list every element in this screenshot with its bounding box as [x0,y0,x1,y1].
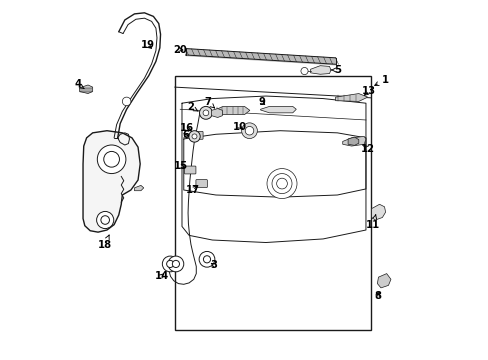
Text: 8: 8 [373,291,380,301]
Text: 7: 7 [204,97,214,108]
Text: 17: 17 [185,185,200,195]
Circle shape [122,97,131,106]
Text: 2: 2 [186,102,198,112]
Circle shape [241,123,257,139]
Polygon shape [211,109,222,117]
Circle shape [97,211,114,229]
Circle shape [266,168,296,199]
Circle shape [199,107,212,119]
Text: 20: 20 [173,45,187,55]
Text: 3: 3 [210,260,217,270]
Circle shape [101,216,109,224]
Polygon shape [80,85,93,94]
Polygon shape [377,274,390,288]
Circle shape [192,134,197,139]
Circle shape [244,126,253,135]
Polygon shape [371,204,385,220]
Text: 13: 13 [361,86,375,96]
Circle shape [168,256,183,272]
Text: 10: 10 [233,122,247,132]
Text: 6: 6 [182,130,189,140]
Circle shape [199,251,214,267]
Text: 19: 19 [140,40,154,50]
Text: 14: 14 [154,271,168,281]
Circle shape [300,67,307,75]
FancyBboxPatch shape [196,180,207,188]
Circle shape [271,174,291,194]
Polygon shape [310,66,330,74]
Polygon shape [342,136,365,146]
Text: 15: 15 [174,161,187,171]
Text: 16: 16 [179,123,193,133]
Text: 11: 11 [365,215,380,230]
Text: 1: 1 [374,75,388,85]
Polygon shape [175,76,370,330]
Circle shape [162,256,178,272]
Circle shape [97,145,125,174]
Circle shape [188,131,200,142]
Circle shape [172,260,179,267]
Text: 4: 4 [74,79,84,89]
Text: 18: 18 [97,235,111,250]
Circle shape [103,152,119,167]
FancyBboxPatch shape [191,131,203,139]
Circle shape [166,260,173,267]
Polygon shape [260,107,296,113]
Polygon shape [347,137,358,145]
Circle shape [203,110,208,116]
Polygon shape [83,131,140,232]
Polygon shape [134,185,143,191]
Circle shape [276,178,287,189]
Polygon shape [335,94,367,102]
Circle shape [203,256,210,263]
FancyBboxPatch shape [184,166,196,174]
Text: 12: 12 [360,144,374,154]
Polygon shape [214,107,249,114]
Text: 5: 5 [330,65,340,75]
Text: 9: 9 [258,97,264,107]
